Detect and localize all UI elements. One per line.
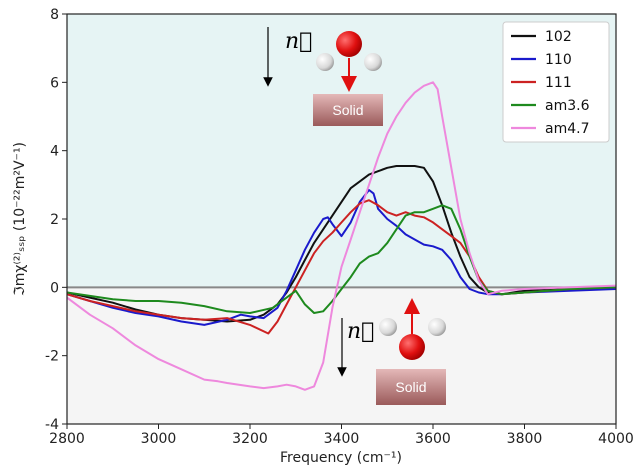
y-tick-label: 0 <box>50 280 59 296</box>
legend-box <box>502 21 610 143</box>
y-tick-label: -2 <box>45 349 59 365</box>
legend-label: 102 <box>545 29 572 45</box>
legend: 102 110 111 am3.6 am4.7 <box>502 21 610 143</box>
legend-label: am4.7 <box>545 121 589 137</box>
annotation-bottom: n⃗ Solid <box>337 298 446 405</box>
y-tick-label: 8 <box>50 7 59 23</box>
series-line-am4.7 <box>67 81 616 391</box>
x-tick-label: 3600 <box>415 431 451 447</box>
series-layer <box>67 81 616 391</box>
oxygen-atom-icon <box>336 31 362 57</box>
x-tick-label: 3200 <box>232 431 268 447</box>
solid-label-box-top <box>313 94 383 126</box>
normal-vector-symbol-top: n⃗ <box>285 29 312 54</box>
legend-label: 111 <box>545 75 572 91</box>
y-tick-label: -4 <box>45 417 59 433</box>
y-axis-title: ℑmχ⁽²⁾ₛₛₚ (10⁻²²m²V⁻¹) <box>12 142 28 296</box>
x-tick-label: 2800 <box>49 431 85 447</box>
solid-label-top: Solid <box>332 102 363 118</box>
x-tick-label: 3400 <box>324 431 360 447</box>
y-ticks: -4 -2 0 2 4 6 8 <box>45 7 67 433</box>
x-tick-label: 3000 <box>141 431 177 447</box>
hydrogen-atom-icon <box>428 318 446 336</box>
series-line-am3.6 <box>67 204 616 314</box>
solid-label-bottom: Solid <box>395 379 426 395</box>
x-axis-title: Frequency (cm⁻¹) <box>280 450 402 466</box>
x-ticks: 2800 3000 3200 3400 3600 3800 4000 <box>49 424 634 447</box>
series-line-110 <box>67 189 616 326</box>
hydrogen-atom-icon <box>379 318 397 336</box>
oxygen-atom-icon <box>399 334 425 360</box>
y-tick-label: 6 <box>50 75 59 91</box>
legend-label: am3.6 <box>545 98 590 114</box>
x-tick-label: 3800 <box>507 431 543 447</box>
y-tick-label: 4 <box>50 144 59 160</box>
annotation-top: n⃗ Solid <box>263 27 383 126</box>
solid-label-box-bottom <box>376 369 446 405</box>
y-tick-label: 2 <box>50 212 59 228</box>
hydrogen-atom-icon <box>316 53 334 71</box>
legend-label: 110 <box>545 52 572 68</box>
x-tick-label: 4000 <box>598 431 634 447</box>
normal-vector-symbol-bottom: n⃗ <box>347 319 374 344</box>
hydrogen-atom-icon <box>364 53 382 71</box>
